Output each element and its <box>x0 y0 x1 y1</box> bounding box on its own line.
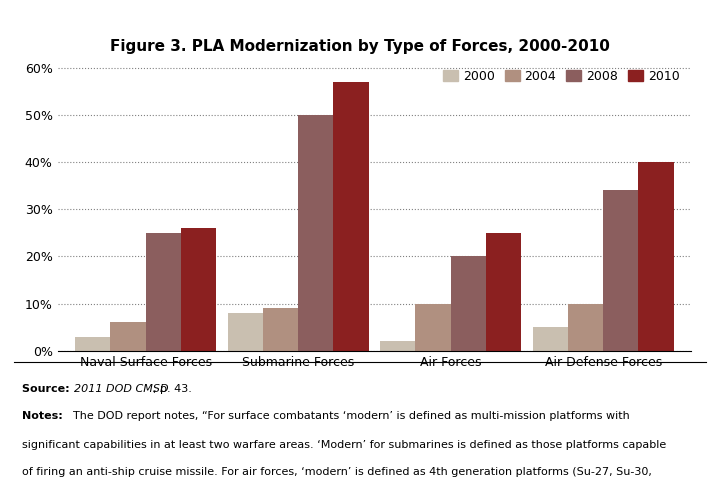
Text: 2011 DOD CMSD: 2011 DOD CMSD <box>74 384 168 394</box>
Text: The DOD report notes, “For surface combatants ‘modern’ is defined as multi-missi: The DOD report notes, “For surface comba… <box>73 411 630 421</box>
Bar <box>568 303 603 351</box>
Bar <box>263 308 298 351</box>
Text: Notes:: Notes: <box>22 411 66 421</box>
Bar <box>181 228 216 351</box>
Bar <box>486 233 521 351</box>
Bar <box>75 337 110 351</box>
Text: of firing an anti-ship cruise missile. For air forces, ‘modern’ is defined as 4t: of firing an anti-ship cruise missile. F… <box>22 468 652 477</box>
Bar <box>603 190 639 351</box>
Text: Figure 3. PLA Modernization by Type of Forces, 2000-2010: Figure 3. PLA Modernization by Type of F… <box>110 39 610 54</box>
Text: significant capabilities in at least two warfare areas. ‘Modern’ for submarines : significant capabilities in at least two… <box>22 440 666 450</box>
Bar <box>451 256 486 351</box>
Bar <box>415 303 451 351</box>
Text: , p. 43.: , p. 43. <box>153 384 192 394</box>
Bar <box>380 341 415 351</box>
Text: Source:: Source: <box>22 384 73 394</box>
Legend: 2000, 2004, 2008, 2010: 2000, 2004, 2008, 2010 <box>438 65 685 88</box>
Bar <box>333 82 369 351</box>
Bar <box>228 313 263 351</box>
Bar <box>145 233 181 351</box>
Bar <box>639 162 674 351</box>
Bar <box>110 322 145 351</box>
Bar <box>533 327 568 351</box>
Bar <box>298 115 333 351</box>
